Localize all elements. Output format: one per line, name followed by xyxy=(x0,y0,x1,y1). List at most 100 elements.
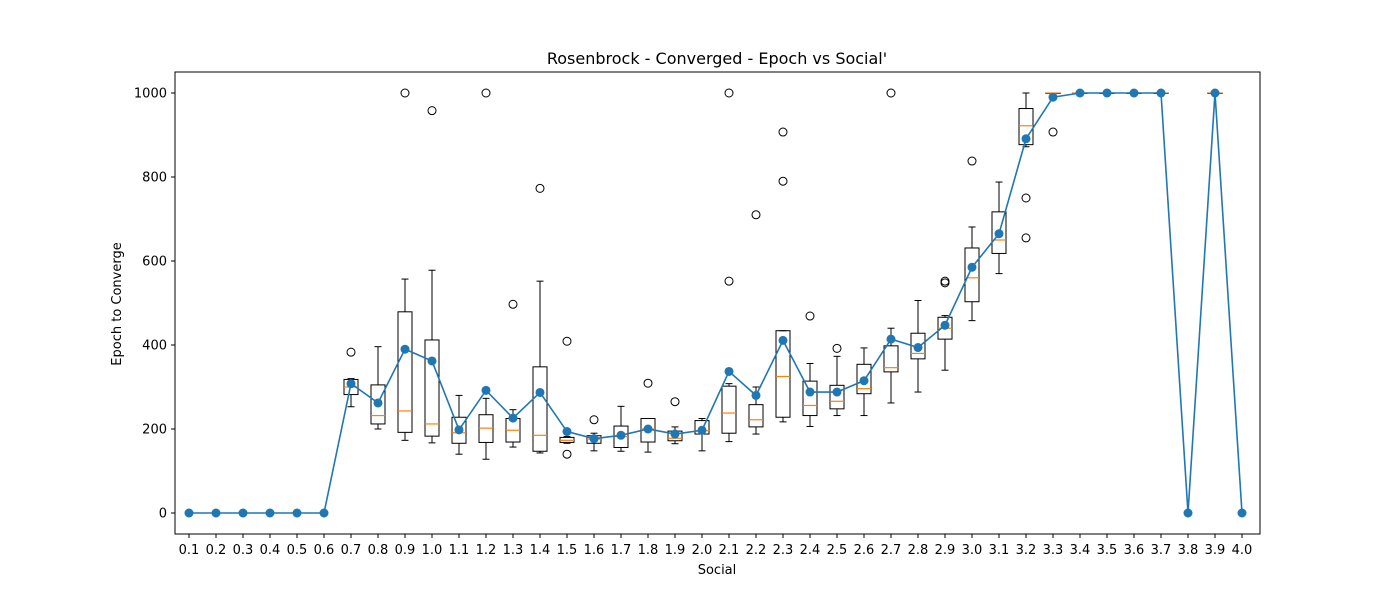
outlier-point xyxy=(886,88,896,98)
x-tick-label: 2.7 xyxy=(881,543,902,558)
box xyxy=(748,404,764,428)
box xyxy=(424,339,440,437)
x-tick-label: 0.9 xyxy=(395,543,416,558)
y-tick-label: 600 xyxy=(142,255,167,270)
x-tick-label: 3.6 xyxy=(1124,543,1145,558)
x-tick-label: 0.7 xyxy=(341,543,362,558)
mean-point xyxy=(238,508,248,518)
outlier-point xyxy=(508,299,518,309)
x-tick-label: 2.9 xyxy=(935,543,956,558)
mean-point xyxy=(967,262,977,272)
mean-point xyxy=(481,385,491,395)
chart-title: Rosenbrock - Converged - Epoch vs Social… xyxy=(547,49,887,68)
y-tick-label: 0 xyxy=(159,507,167,522)
x-tick-label: 0.1 xyxy=(179,543,200,558)
mean-line xyxy=(189,92,1243,514)
mean-point xyxy=(1237,508,1247,518)
outlier-point xyxy=(778,127,788,137)
mean-point xyxy=(643,424,653,434)
y-tick-label: 200 xyxy=(142,423,167,438)
mean-point xyxy=(292,508,302,518)
x-tick-label: 3.2 xyxy=(1016,543,1037,558)
x-tick-label: 1.7 xyxy=(611,543,632,558)
mean-point xyxy=(1102,88,1112,98)
x-axis-label: Social xyxy=(698,563,737,578)
mean-point xyxy=(616,430,626,440)
mean-point xyxy=(535,387,545,397)
mean-point xyxy=(1021,134,1031,144)
box xyxy=(964,247,980,303)
box xyxy=(370,384,386,425)
plot-frame xyxy=(174,71,1261,535)
x-tick-label: 0.5 xyxy=(287,543,308,558)
mean-point xyxy=(508,413,518,423)
x-tick-label: 4.0 xyxy=(1232,543,1253,558)
mean-point xyxy=(1075,88,1085,98)
mean-point xyxy=(697,425,707,435)
outlier-point xyxy=(724,276,734,286)
outlier-point xyxy=(724,88,734,98)
mean-point xyxy=(832,387,842,397)
y-tick-label: 400 xyxy=(142,339,167,354)
mean-point xyxy=(1210,88,1220,98)
x-tick-label: 2.1 xyxy=(719,543,740,558)
box xyxy=(829,384,845,410)
box xyxy=(451,416,467,444)
box xyxy=(802,380,818,417)
mean-point xyxy=(211,508,221,518)
mean-point xyxy=(589,434,599,444)
x-tick-label: 3.3 xyxy=(1043,543,1064,558)
outlier-point xyxy=(589,415,599,425)
mean-point xyxy=(400,344,410,354)
mean-point xyxy=(940,320,950,330)
x-tick-label: 0.2 xyxy=(206,543,227,558)
mean-point xyxy=(1156,88,1166,98)
mean-point xyxy=(913,343,923,353)
mean-point xyxy=(265,508,275,518)
x-tick-label: 1.1 xyxy=(449,543,470,558)
plot-area: 0 200 400 600 800 1000 0.1 0.2 0.3 0.4 0.5 0.6 0.7 0.… xyxy=(134,87,1252,559)
mean-point xyxy=(859,376,869,386)
mean-point xyxy=(724,366,734,376)
x-tick-label: 2.5 xyxy=(827,543,848,558)
outlier-point xyxy=(1021,193,1031,203)
x-tick-label: 3.5 xyxy=(1097,543,1118,558)
outlier-point xyxy=(427,106,437,116)
outlier-point xyxy=(805,311,815,321)
outlier-point xyxy=(535,183,545,193)
mean-point xyxy=(1129,88,1139,98)
outlier-point xyxy=(670,397,680,407)
box xyxy=(856,363,872,395)
mean-point xyxy=(670,429,680,439)
outlier-point xyxy=(1021,233,1031,243)
box xyxy=(991,211,1007,254)
x-tick-label: 1.3 xyxy=(503,543,524,558)
x-tick-label: 1.8 xyxy=(638,543,659,558)
x-tick-label: 3.1 xyxy=(989,543,1010,558)
x-tick-label: 2.3 xyxy=(773,543,794,558)
mean-point xyxy=(346,379,356,389)
mean-point xyxy=(373,398,383,408)
x-tick-label: 3.9 xyxy=(1205,543,1226,558)
outlier-point xyxy=(751,210,761,220)
x-tick-label: 1.4 xyxy=(530,543,551,558)
x-tick-label: 3.0 xyxy=(962,543,983,558)
x-tick-label: 1.0 xyxy=(422,543,443,558)
outlier-point xyxy=(346,347,356,357)
outlier-point xyxy=(481,88,491,98)
x-tick-label: 2.4 xyxy=(800,543,821,558)
box xyxy=(721,385,737,434)
x-tick-label: 1.2 xyxy=(476,543,497,558)
box xyxy=(775,330,791,418)
mean-point xyxy=(805,387,815,397)
outlier-point xyxy=(562,336,572,346)
mean-point xyxy=(454,425,464,435)
y-axis-label: Epoch to Converge xyxy=(110,242,125,365)
mean-point xyxy=(1183,508,1193,518)
x-tick-label: 0.8 xyxy=(368,543,389,558)
x-tick-label: 0.6 xyxy=(314,543,335,558)
box xyxy=(883,345,899,373)
x-tick-label: 1.9 xyxy=(665,543,686,558)
